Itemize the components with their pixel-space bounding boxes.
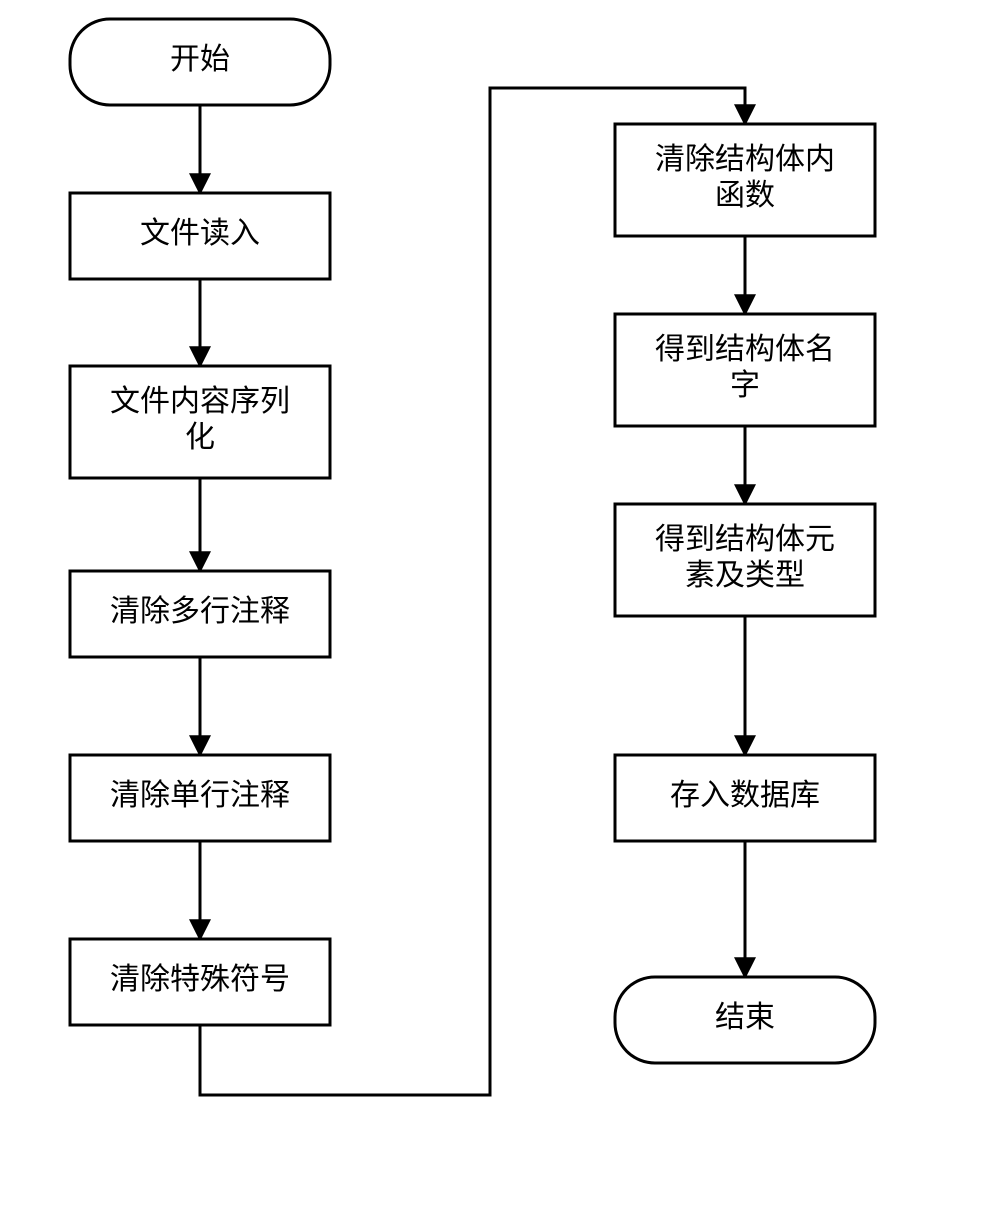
node-n7: 得到结构体名字 [615, 314, 875, 426]
node-n2-label-0: 文件内容序列 [110, 385, 290, 418]
node-n5: 清除特殊符号 [70, 939, 330, 1025]
node-end-label-0: 结束 [715, 1001, 775, 1034]
node-n1: 文件读入 [70, 193, 330, 279]
node-n8-label-1: 素及类型 [685, 559, 805, 592]
node-n3-label-0: 清除多行注释 [110, 595, 290, 628]
node-n9: 存入数据库 [615, 755, 875, 841]
node-end: 结束 [615, 977, 875, 1063]
node-n1-label-0: 文件读入 [140, 217, 260, 250]
node-start: 开始 [70, 19, 330, 105]
node-n4-label-0: 清除单行注释 [110, 779, 290, 812]
node-n3: 清除多行注释 [70, 571, 330, 657]
node-n6: 清除结构体内函数 [615, 124, 875, 236]
node-n2-label-1: 化 [185, 421, 215, 454]
node-n6-label-1: 函数 [715, 179, 775, 212]
node-n4: 清除单行注释 [70, 755, 330, 841]
node-n5-label-0: 清除特殊符号 [110, 963, 290, 996]
node-n9-label-0: 存入数据库 [670, 779, 820, 812]
node-n8: 得到结构体元素及类型 [615, 504, 875, 616]
node-start-label-0: 开始 [170, 43, 230, 76]
node-n2: 文件内容序列化 [70, 366, 330, 478]
node-n8-label-0: 得到结构体元 [655, 523, 835, 556]
node-n7-label-0: 得到结构体名 [655, 333, 835, 366]
node-n7-label-1: 字 [730, 369, 760, 402]
node-n6-label-0: 清除结构体内 [655, 143, 835, 176]
